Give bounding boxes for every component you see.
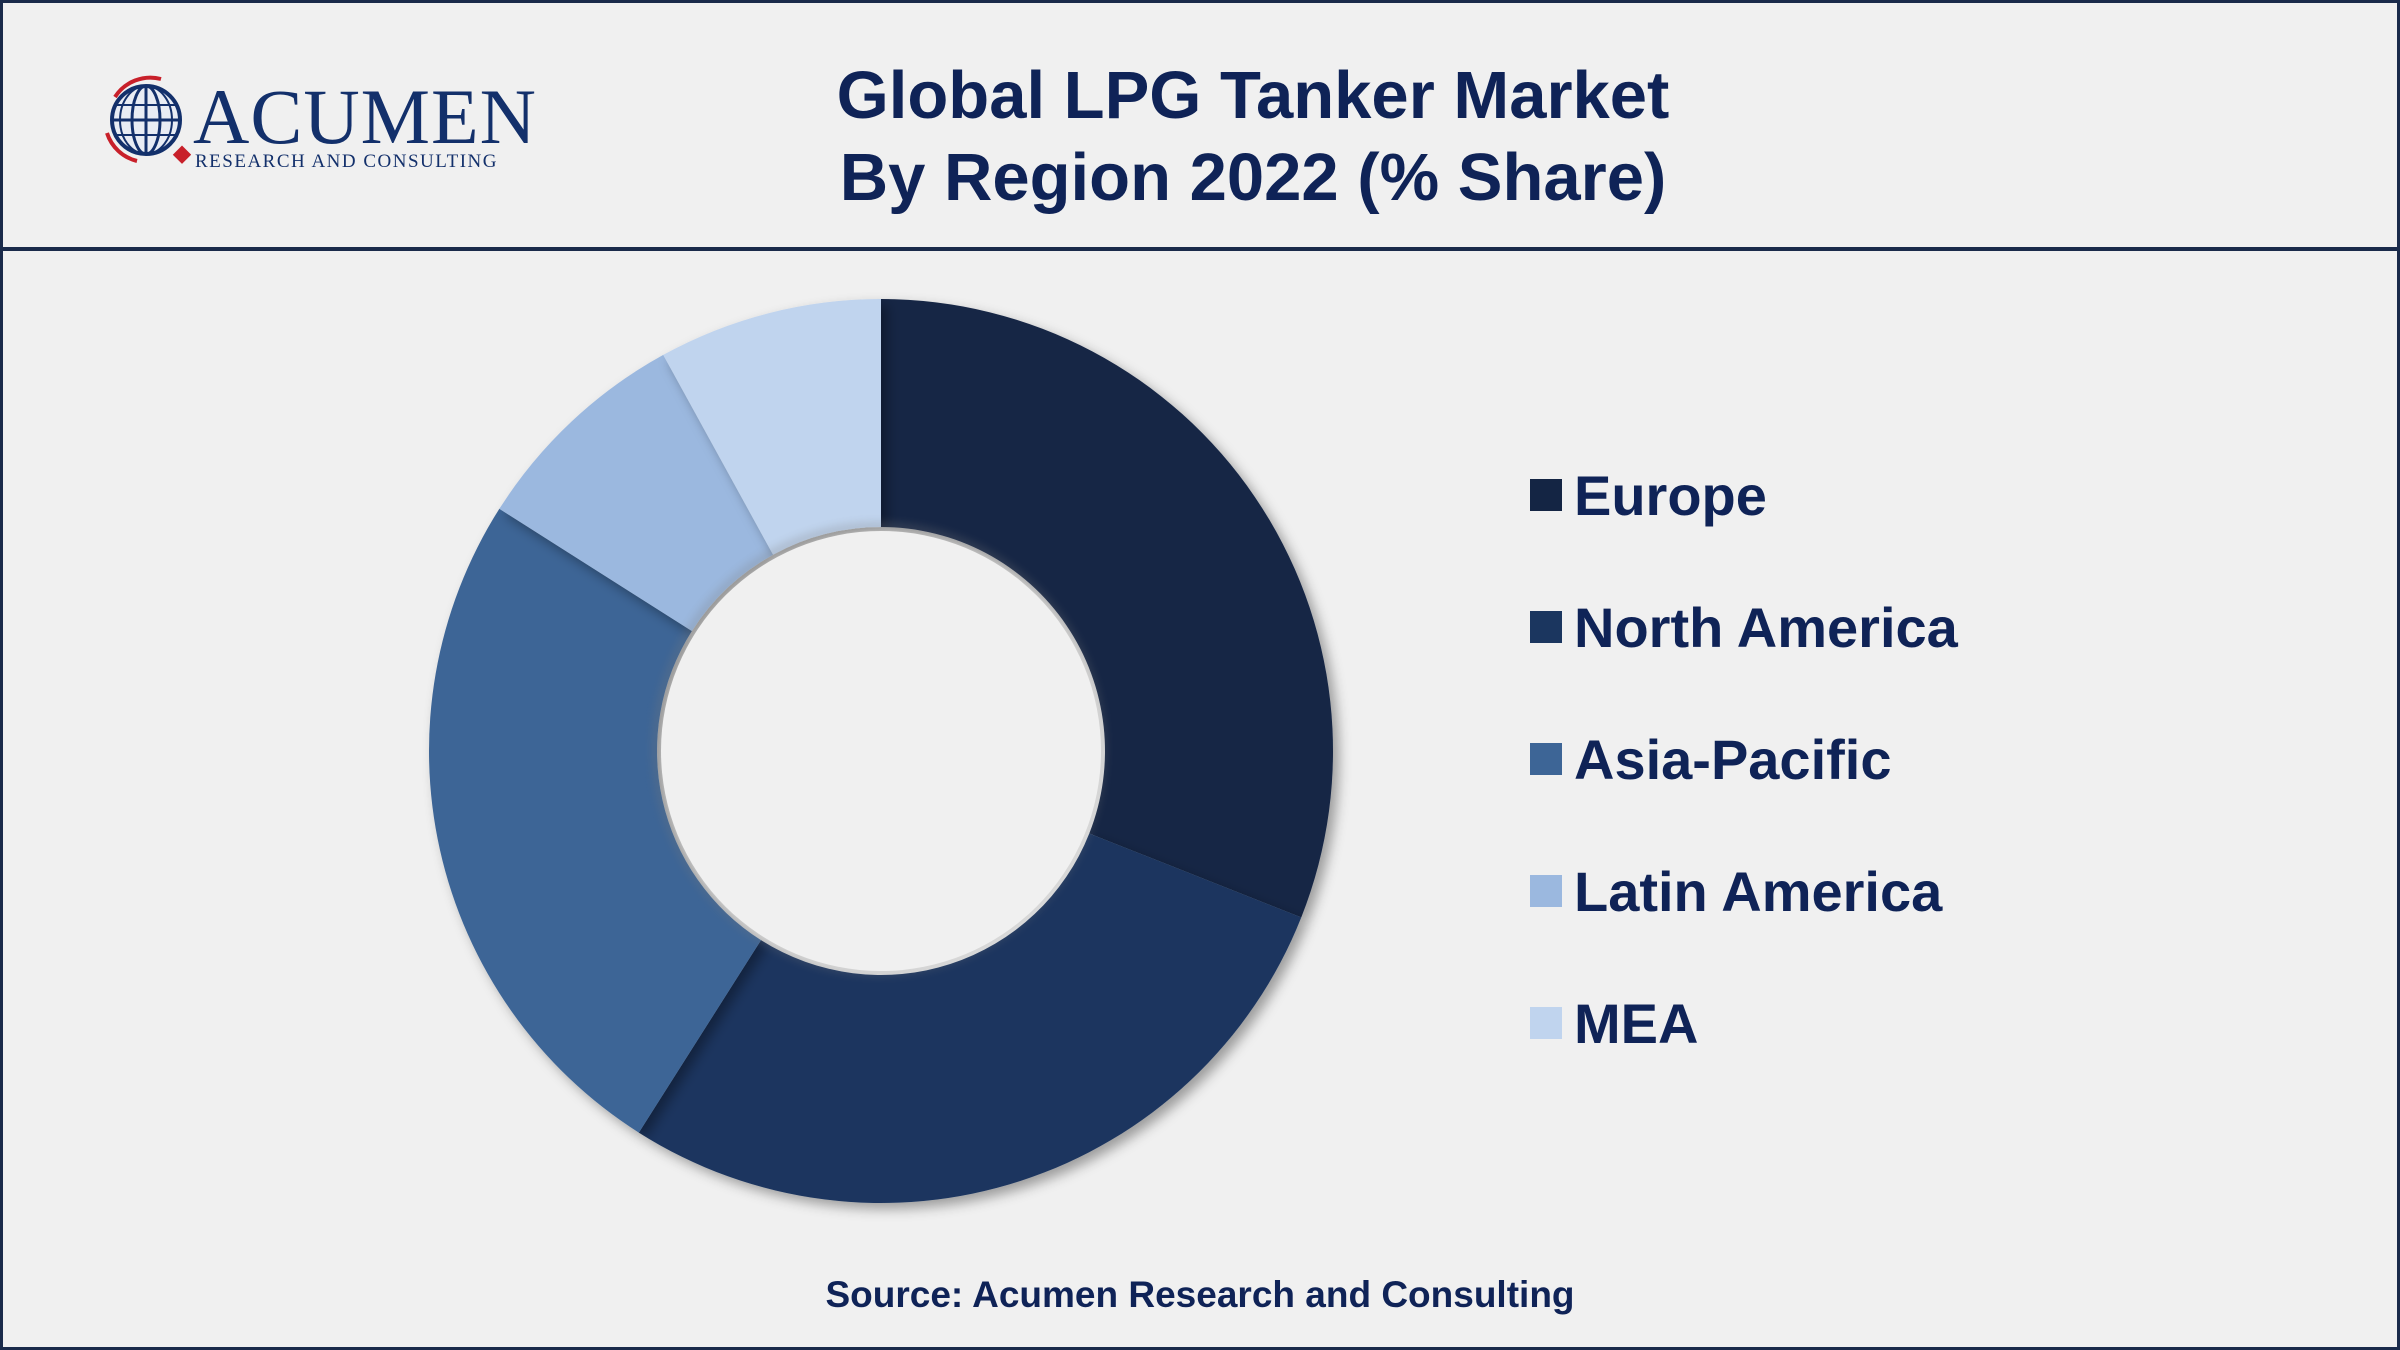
legend-label: Latin America xyxy=(1574,859,1943,923)
logo-subtitle: RESEARCH AND CONSULTING xyxy=(195,151,498,172)
legend-label: Asia-Pacific xyxy=(1574,727,1892,791)
legend-item-latin-america: Latin America xyxy=(1530,851,1942,931)
chart-title-line-1: Global LPG Tanker Market xyxy=(836,58,1670,133)
globe-icon xyxy=(105,75,192,164)
legend-label: Europe xyxy=(1574,463,1767,527)
legend-label: MEA xyxy=(1574,991,1699,1055)
donut-slice-north-america xyxy=(638,833,1302,1203)
legend-swatch xyxy=(1530,1007,1562,1039)
legend-label: North America xyxy=(1574,595,1958,659)
donut-slice-asia-pacific xyxy=(428,508,761,1133)
legend-item-europe: Europe xyxy=(1530,455,1767,535)
donut-hole-shadow xyxy=(654,524,1104,974)
chart-title-line-2: By Region 2022 (% Share) xyxy=(839,140,1667,215)
company-logo: ACUMEN RESEARCH AND CONSULTING xyxy=(101,75,536,172)
source-note: Source: Acumen Research and Consulting xyxy=(825,1274,1575,1315)
header-bar: ACUMEN RESEARCH AND CONSULTING Global LP… xyxy=(3,3,2397,251)
legend-swatch xyxy=(1530,611,1562,643)
donut-chart xyxy=(428,299,1333,1203)
logo-name: ACUMEN xyxy=(193,73,538,160)
legend-swatch xyxy=(1530,875,1562,907)
donut-slice-europe xyxy=(881,299,1333,918)
legend-item-north-america: North America xyxy=(1530,587,1958,667)
donut-slice-latin-america xyxy=(499,354,774,631)
legend-swatch xyxy=(1530,479,1562,511)
chart-title: Global LPG Tanker Market By Region 2022 … xyxy=(503,55,2003,219)
legend-item-asia-pacific: Asia-Pacific xyxy=(1530,719,1892,799)
legend-item-mea: MEA xyxy=(1530,983,1698,1063)
donut-hole xyxy=(661,531,1101,971)
donut-slice-mea xyxy=(663,299,881,555)
legend-swatch xyxy=(1530,743,1562,775)
